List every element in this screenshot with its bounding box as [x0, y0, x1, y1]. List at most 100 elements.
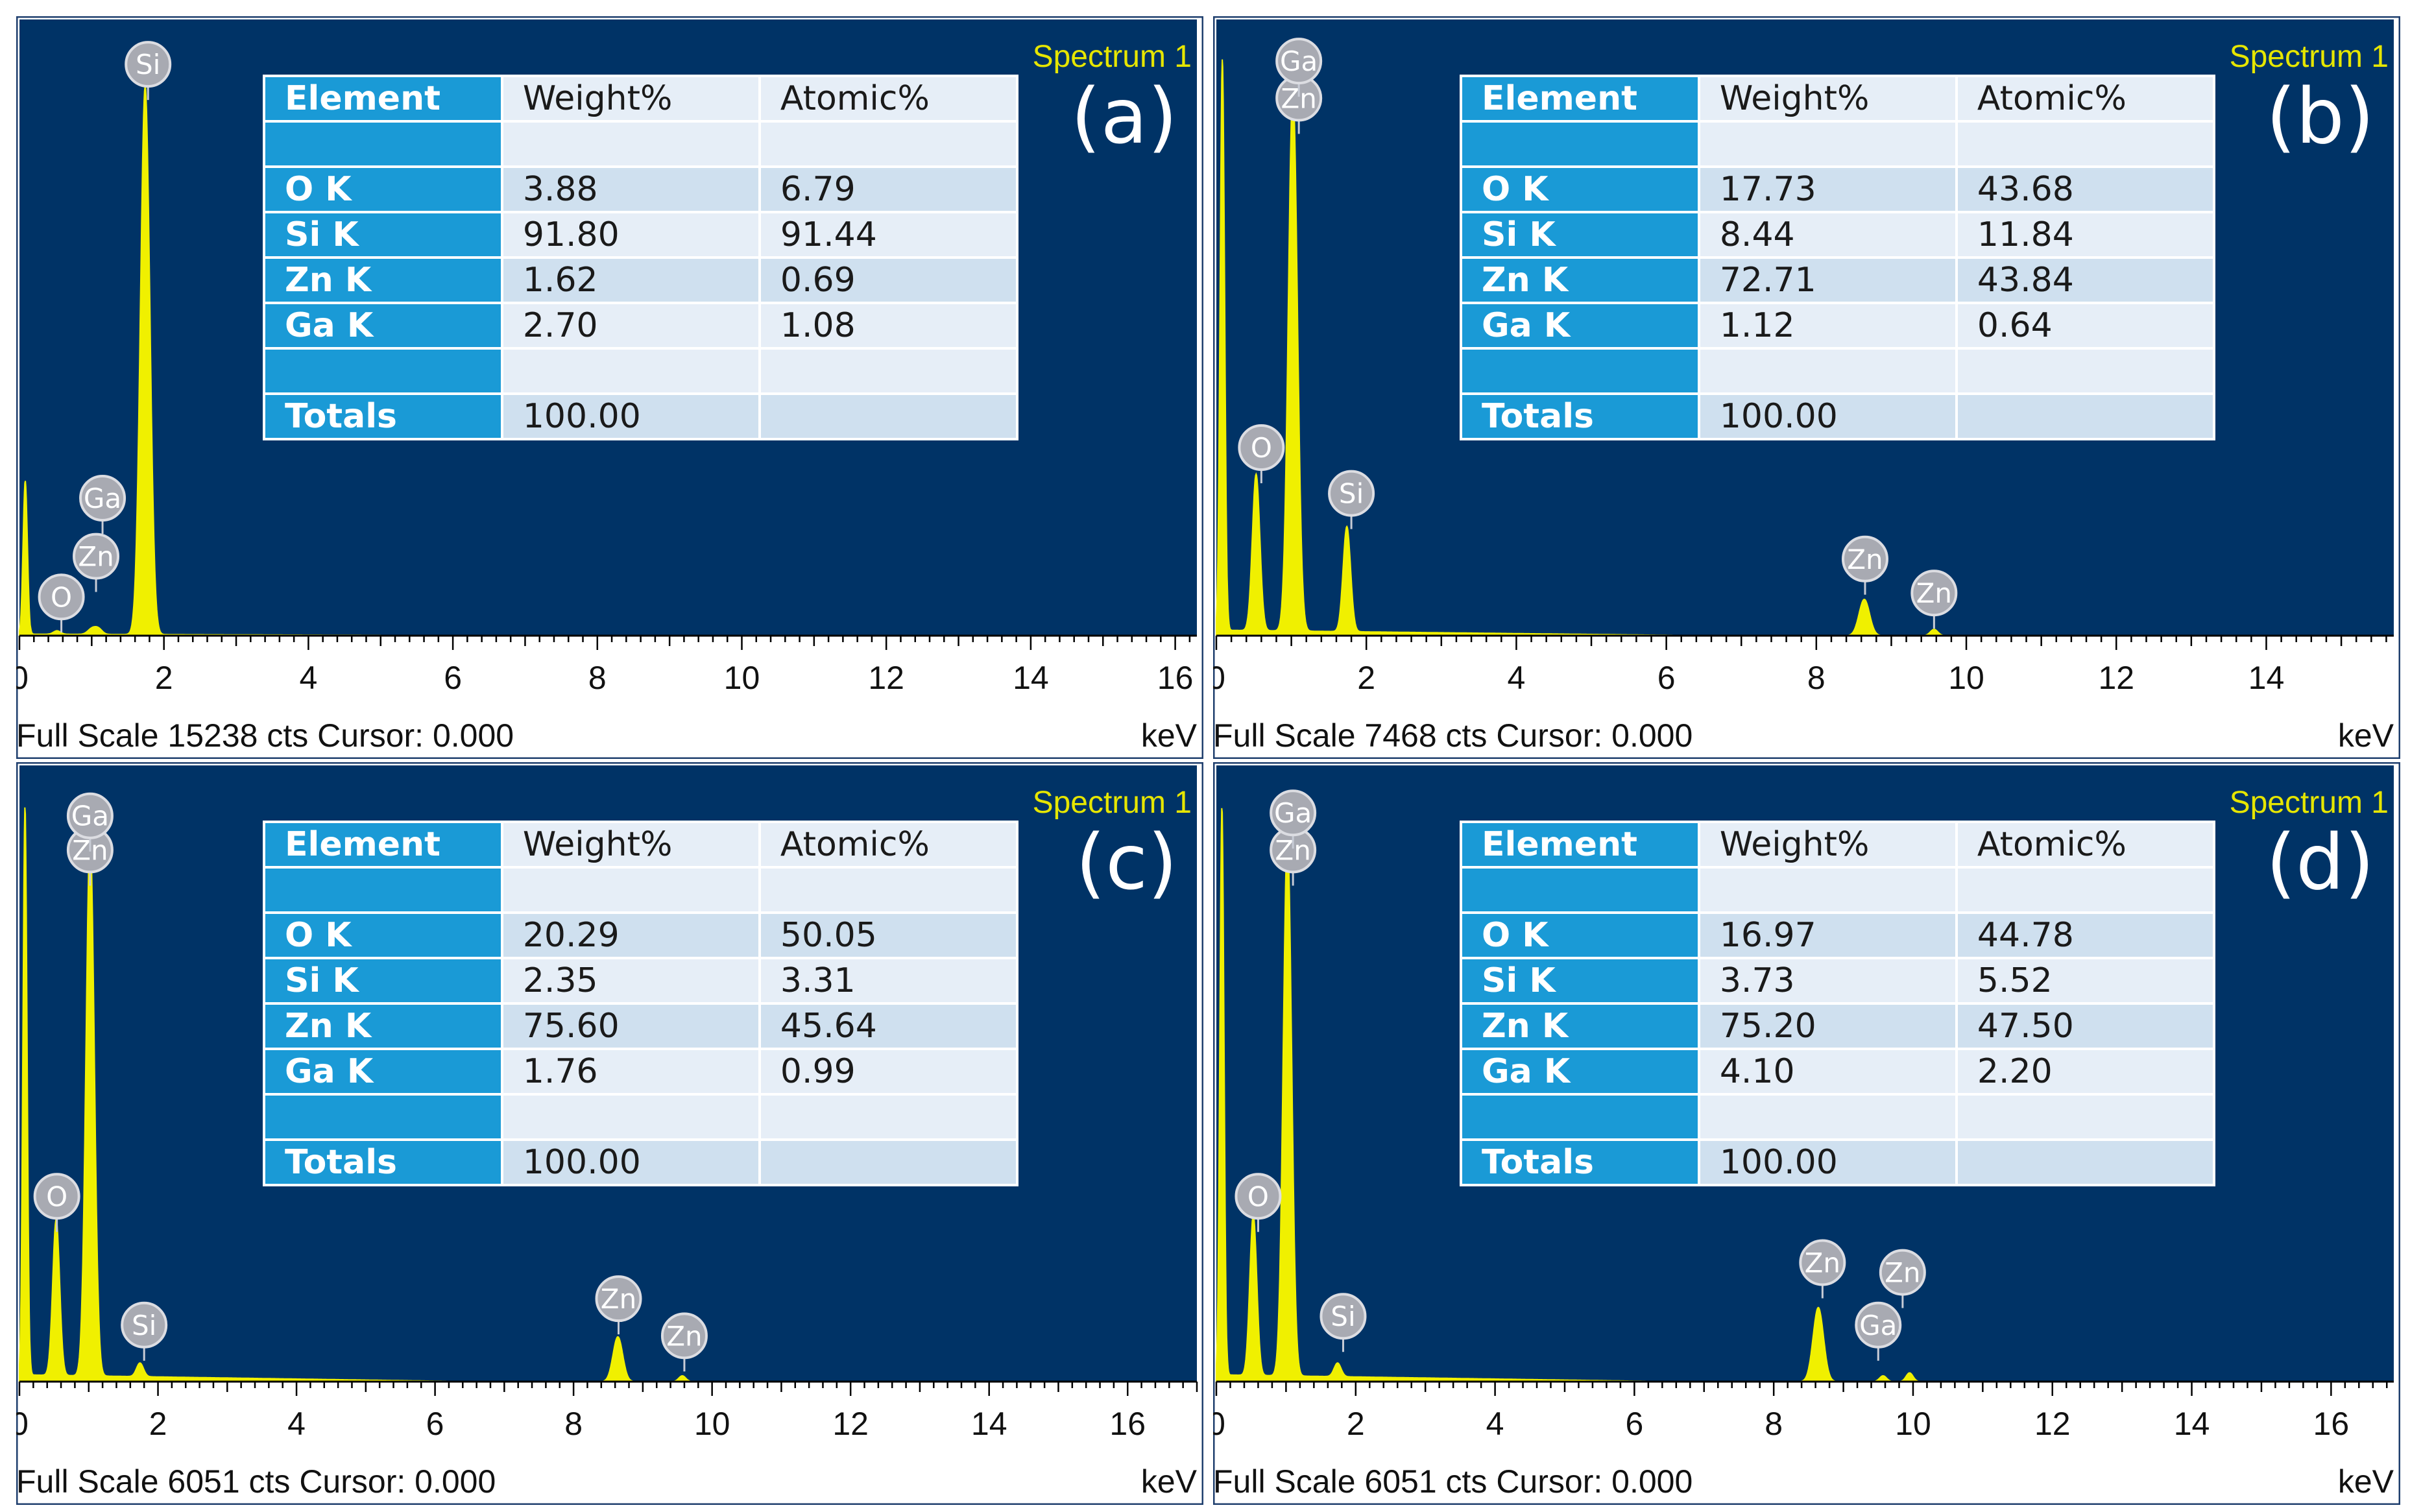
composition-table: Element Weight% Atomic% O K 20.29 50.05 Si K 2.…	[263, 821, 1018, 1186]
panel-label: (a)	[1070, 71, 1177, 161]
axis-strip	[1216, 1382, 2394, 1401]
table-cell-element	[265, 1096, 501, 1138]
table-cell-element: Ga K	[1462, 1050, 1698, 1093]
table-cell-element: Zn K	[265, 259, 501, 302]
peak-marker-circle	[66, 792, 114, 839]
panel-c: 0 2 4 6 8 10 12 14 16 O Zn Ga Si Zn Zn Spectrum 1 (c) Ful…	[16, 762, 1203, 1505]
table-cell-value	[1957, 123, 2213, 165]
table-cell-element	[1462, 350, 1698, 392]
peak-marker-label: Si	[136, 49, 160, 80]
table-cell-element: Element	[265, 77, 501, 120]
table-row: Si K 8.44 11.84	[1462, 213, 2213, 256]
panel-label: (d)	[2266, 817, 2374, 907]
panel-d: 0 2 4 6 8 10 12 14 16 O Zn Ga Si Zn Ga Zn Spectrum 1 (d) F…	[1213, 762, 2400, 1505]
table-cell-element: Ga K	[265, 304, 501, 347]
table-cell-element: Element	[1462, 823, 1698, 866]
spectrum-label: Spectrum 1	[1032, 786, 1192, 820]
panel-label: (b)	[2266, 71, 2374, 161]
peak-marker-label: Si	[1331, 1301, 1355, 1332]
table-cell-value: 17.73	[1700, 168, 1955, 211]
table-cell-value: 4.10	[1700, 1050, 1955, 1093]
table-cell-value	[1700, 123, 1955, 165]
table-cell-value: 0.99	[760, 1050, 1016, 1093]
peak-marker-circle	[33, 1173, 80, 1220]
table-cell-value: 16.97	[1700, 914, 1955, 957]
table-cell-value: 3.88	[503, 168, 758, 211]
x-tick-label: 2	[1347, 1406, 1365, 1442]
table-cell-element: Si K	[1462, 213, 1698, 256]
table-cell-value	[1957, 869, 2213, 911]
x-tick-label: 6	[444, 660, 462, 696]
peak-marker-label: Ga	[84, 483, 121, 514]
peak-marker-label: Zn	[1805, 1247, 1840, 1279]
peak-marker-label: Ga	[1280, 45, 1318, 77]
table-cell-value: Atomic%	[760, 823, 1016, 866]
table-row: Zn K 1.62 0.69	[265, 259, 1016, 302]
table-cell-value: 2.70	[503, 304, 758, 347]
x-tick-label: 10	[724, 660, 760, 696]
x-tick-label: 16	[1157, 660, 1194, 696]
table-cell-element: O K	[265, 914, 501, 957]
table-cell-value	[503, 869, 758, 911]
table-cell-value: Weight%	[1700, 77, 1955, 120]
table-cell-element: O K	[1462, 168, 1698, 211]
peak-marker-label: Zn	[1847, 544, 1883, 575]
x-tick-label: 12	[2098, 660, 2134, 696]
table-spacer-row	[265, 869, 1016, 911]
peak-marker-circle	[73, 533, 120, 580]
peak-marker-circle	[1275, 38, 1323, 85]
x-tick-label: 4	[1486, 1406, 1504, 1442]
spectrum-label: Spectrum 1	[1032, 40, 1192, 74]
table-spacer-row	[1462, 123, 2213, 165]
peak-marker-circle	[1799, 1239, 1846, 1286]
x-tick-label: 10	[694, 1406, 730, 1442]
x-tick-label: 14	[971, 1406, 1007, 1442]
table-row: O K 20.29 50.05	[265, 914, 1016, 957]
table-spacer-row	[1462, 350, 2213, 392]
x-tick-label: 0	[16, 660, 29, 696]
table-row: O K 17.73 43.68	[1462, 168, 2213, 211]
x-axis-unit: keV	[2337, 1463, 2394, 1500]
table-cell-value	[1700, 350, 1955, 392]
table-cell-value: 43.84	[1957, 259, 2213, 302]
table-cell-value: Atomic%	[1957, 77, 2213, 120]
table-cell-value: 20.29	[503, 914, 758, 957]
panel-a: 0 2 4 6 8 10 12 14 16 O Zn Ga Si Spectrum 1 (a) Full Sc…	[16, 16, 1203, 759]
table-header-row: Element Weight% Atomic%	[1462, 823, 2213, 866]
table-cell-value: 47.50	[1957, 1005, 2213, 1048]
table-row: O K 3.88 6.79	[265, 168, 1016, 211]
table-header-row: Element Weight% Atomic%	[265, 77, 1016, 120]
panel-b: 0 2 4 6 8 10 12 14 O Zn Ga Si Zn Zn Spectrum 1 (b) Full …	[1213, 16, 2400, 759]
table-cell-value: Weight%	[503, 77, 758, 120]
table-cell-value: 6.79	[760, 168, 1016, 211]
table-totals-row: Totals 100.00	[265, 1141, 1016, 1184]
table-cell-value: 5.52	[1957, 959, 2213, 1002]
table-cell-value: 1.08	[760, 304, 1016, 347]
x-tick-label: 6	[1657, 660, 1676, 696]
table-cell-value: 100.00	[503, 395, 758, 438]
composition-table: Element Weight% Atomic% O K 17.73 43.68 Si K 8.…	[1460, 75, 2215, 440]
table-row: Si K 91.80 91.44	[265, 213, 1016, 256]
x-tick-label: 0	[1213, 1406, 1225, 1442]
table-row: Ga K 4.10 2.20	[1462, 1050, 2213, 1093]
table-cell-value: 45.64	[760, 1005, 1016, 1048]
table-cell-value	[503, 1096, 758, 1138]
table-cell-element	[1462, 869, 1698, 911]
peak-marker-circle	[79, 474, 127, 522]
peak-marker-circle	[1238, 424, 1285, 471]
panel-label: (c)	[1076, 817, 1177, 907]
table-cell-value: 100.00	[503, 1141, 758, 1184]
peak-marker-label: Si	[1339, 478, 1364, 510]
table-cell-value	[1957, 395, 2213, 438]
table-spacer-row	[265, 123, 1016, 165]
x-tick-label: 8	[588, 660, 607, 696]
table-cell-element: Zn K	[265, 1005, 501, 1048]
panel-border	[1213, 16, 2400, 759]
x-tick-label: 2	[1357, 660, 1375, 696]
panel-border	[16, 762, 1203, 1505]
table-cell-value: 72.71	[1700, 259, 1955, 302]
table-cell-value: 0.69	[760, 259, 1016, 302]
peak-marker-circle	[1319, 1293, 1367, 1340]
table-cell-value: 8.44	[1700, 213, 1955, 256]
table-cell-value: 1.76	[503, 1050, 758, 1093]
